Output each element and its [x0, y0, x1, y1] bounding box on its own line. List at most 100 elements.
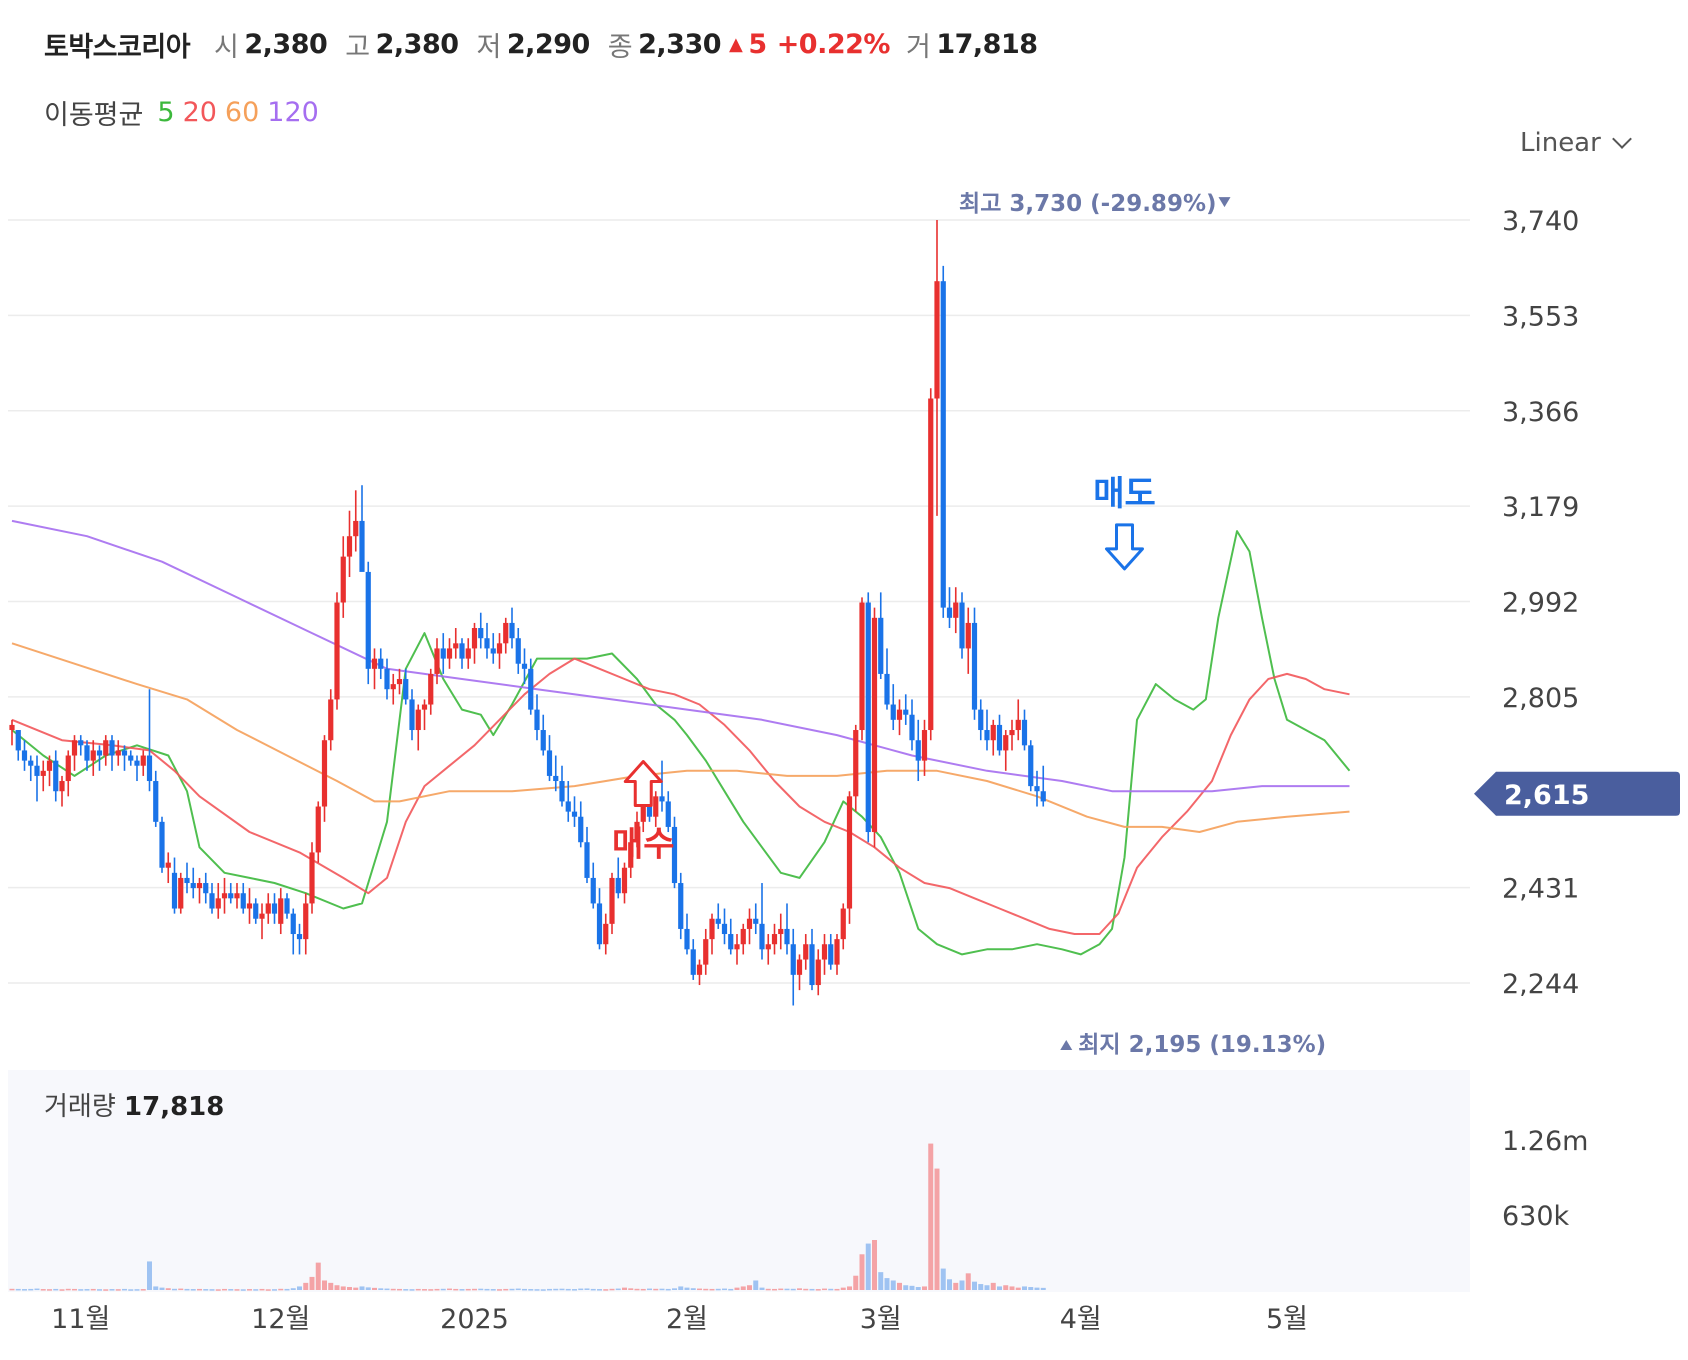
- volume-bar: [228, 1289, 234, 1291]
- candle: [303, 893, 309, 955]
- candle-body: [471, 628, 478, 649]
- volume-bar: [578, 1288, 584, 1291]
- volume-bar: [709, 1288, 715, 1291]
- candle-body: [740, 928, 746, 945]
- volume-bar: [240, 1289, 246, 1291]
- candle-body: [434, 648, 440, 674]
- candle: [428, 668, 434, 715]
- candle-body: [9, 724, 15, 731]
- candle-body: [1015, 719, 1021, 731]
- candle-body: [815, 959, 821, 986]
- candle: [834, 934, 840, 975]
- candle: [934, 220, 940, 516]
- candle: [1015, 699, 1021, 741]
- ma-line-5: [11, 530, 1351, 956]
- candle: [803, 934, 809, 970]
- candle-body: [309, 852, 315, 904]
- volume-bar: [247, 1289, 252, 1291]
- volume-bar: [1009, 1286, 1015, 1290]
- candle-body: [284, 898, 290, 914]
- ma-5-label[interactable]: 5: [157, 96, 175, 128]
- candle-body: [534, 709, 540, 731]
- ma-20-label[interactable]: 20: [182, 96, 217, 128]
- candle: [840, 903, 846, 950]
- candle: [46, 755, 53, 787]
- volume-bar: [90, 1288, 96, 1291]
- volume-bar: [509, 1288, 515, 1291]
- candle-body: [209, 893, 215, 909]
- volume-bar: [159, 1287, 165, 1290]
- candle: [471, 622, 478, 664]
- candle: [396, 668, 403, 695]
- volume-bar: [634, 1288, 640, 1291]
- ma-60-label[interactable]: 60: [224, 96, 260, 128]
- volume-bar: [797, 1288, 802, 1290]
- volume-bar: [1015, 1287, 1021, 1290]
- y-tick-label: 2,992: [1502, 588, 1579, 619]
- candle: [278, 888, 284, 935]
- candle-body: [978, 709, 984, 731]
- high-label: 고: [345, 31, 370, 63]
- candle-body: [465, 648, 471, 659]
- candle-body: [1034, 786, 1040, 792]
- candle-body: [565, 801, 571, 812]
- candle: [809, 928, 815, 991]
- candle-body: [190, 883, 196, 889]
- high-marker-icon: [1218, 197, 1231, 208]
- candle-body: [109, 740, 115, 756]
- volume-bar: [947, 1279, 952, 1290]
- candle: [128, 750, 134, 766]
- change-value: 5: [748, 28, 767, 60]
- candle-body: [946, 607, 953, 618]
- candle-body: [928, 398, 934, 731]
- candle-body: [890, 704, 896, 720]
- candle-body: [421, 704, 428, 710]
- scale-selector[interactable]: Linear: [1520, 128, 1632, 158]
- volume-bar: [497, 1289, 502, 1291]
- volume-bar: [722, 1288, 727, 1291]
- candle-body: [84, 745, 90, 761]
- candle: [253, 898, 259, 924]
- volume-bar: [259, 1288, 265, 1291]
- candle-body: [34, 765, 40, 776]
- candle-body: [15, 730, 21, 751]
- candle-body: [521, 663, 528, 669]
- candle-body: [428, 673, 434, 705]
- candle-body: [603, 923, 609, 945]
- candle-body: [803, 944, 809, 960]
- candle-body: [971, 622, 978, 710]
- candle-body: [590, 877, 596, 904]
- candle: [240, 883, 246, 914]
- candle-body: [821, 944, 828, 960]
- candle-body: [390, 684, 396, 690]
- ma-line-60: [11, 642, 1350, 833]
- candle: [65, 750, 71, 797]
- volume-bar: [9, 1288, 15, 1291]
- candle-body: [315, 806, 321, 853]
- candle-body: [490, 648, 496, 654]
- candle-body: [709, 918, 715, 940]
- candle-body: [1003, 735, 1009, 751]
- volume-bar: [978, 1284, 984, 1290]
- candle: [534, 694, 540, 741]
- candle-body: [609, 877, 615, 924]
- volume-bar: [665, 1288, 671, 1291]
- x-tick-label: 2025: [440, 1304, 509, 1335]
- candle: [1009, 719, 1015, 751]
- x-tick-label: 4월: [1060, 1304, 1102, 1335]
- candle-body: [59, 781, 65, 792]
- volume-bar: [809, 1288, 815, 1291]
- candle-body: [159, 821, 165, 868]
- candle: [403, 668, 409, 705]
- candle-body: [378, 658, 384, 669]
- candle: [109, 735, 115, 771]
- candle-body: [321, 740, 328, 807]
- volume-bar: [209, 1289, 215, 1291]
- candle: [709, 913, 715, 955]
- volume-bar: [72, 1288, 77, 1291]
- candle: [903, 694, 909, 725]
- ma-120-label[interactable]: 120: [267, 96, 319, 128]
- volume-bar: [778, 1288, 784, 1291]
- volume-bar: [803, 1288, 809, 1291]
- candle-body: [478, 628, 484, 639]
